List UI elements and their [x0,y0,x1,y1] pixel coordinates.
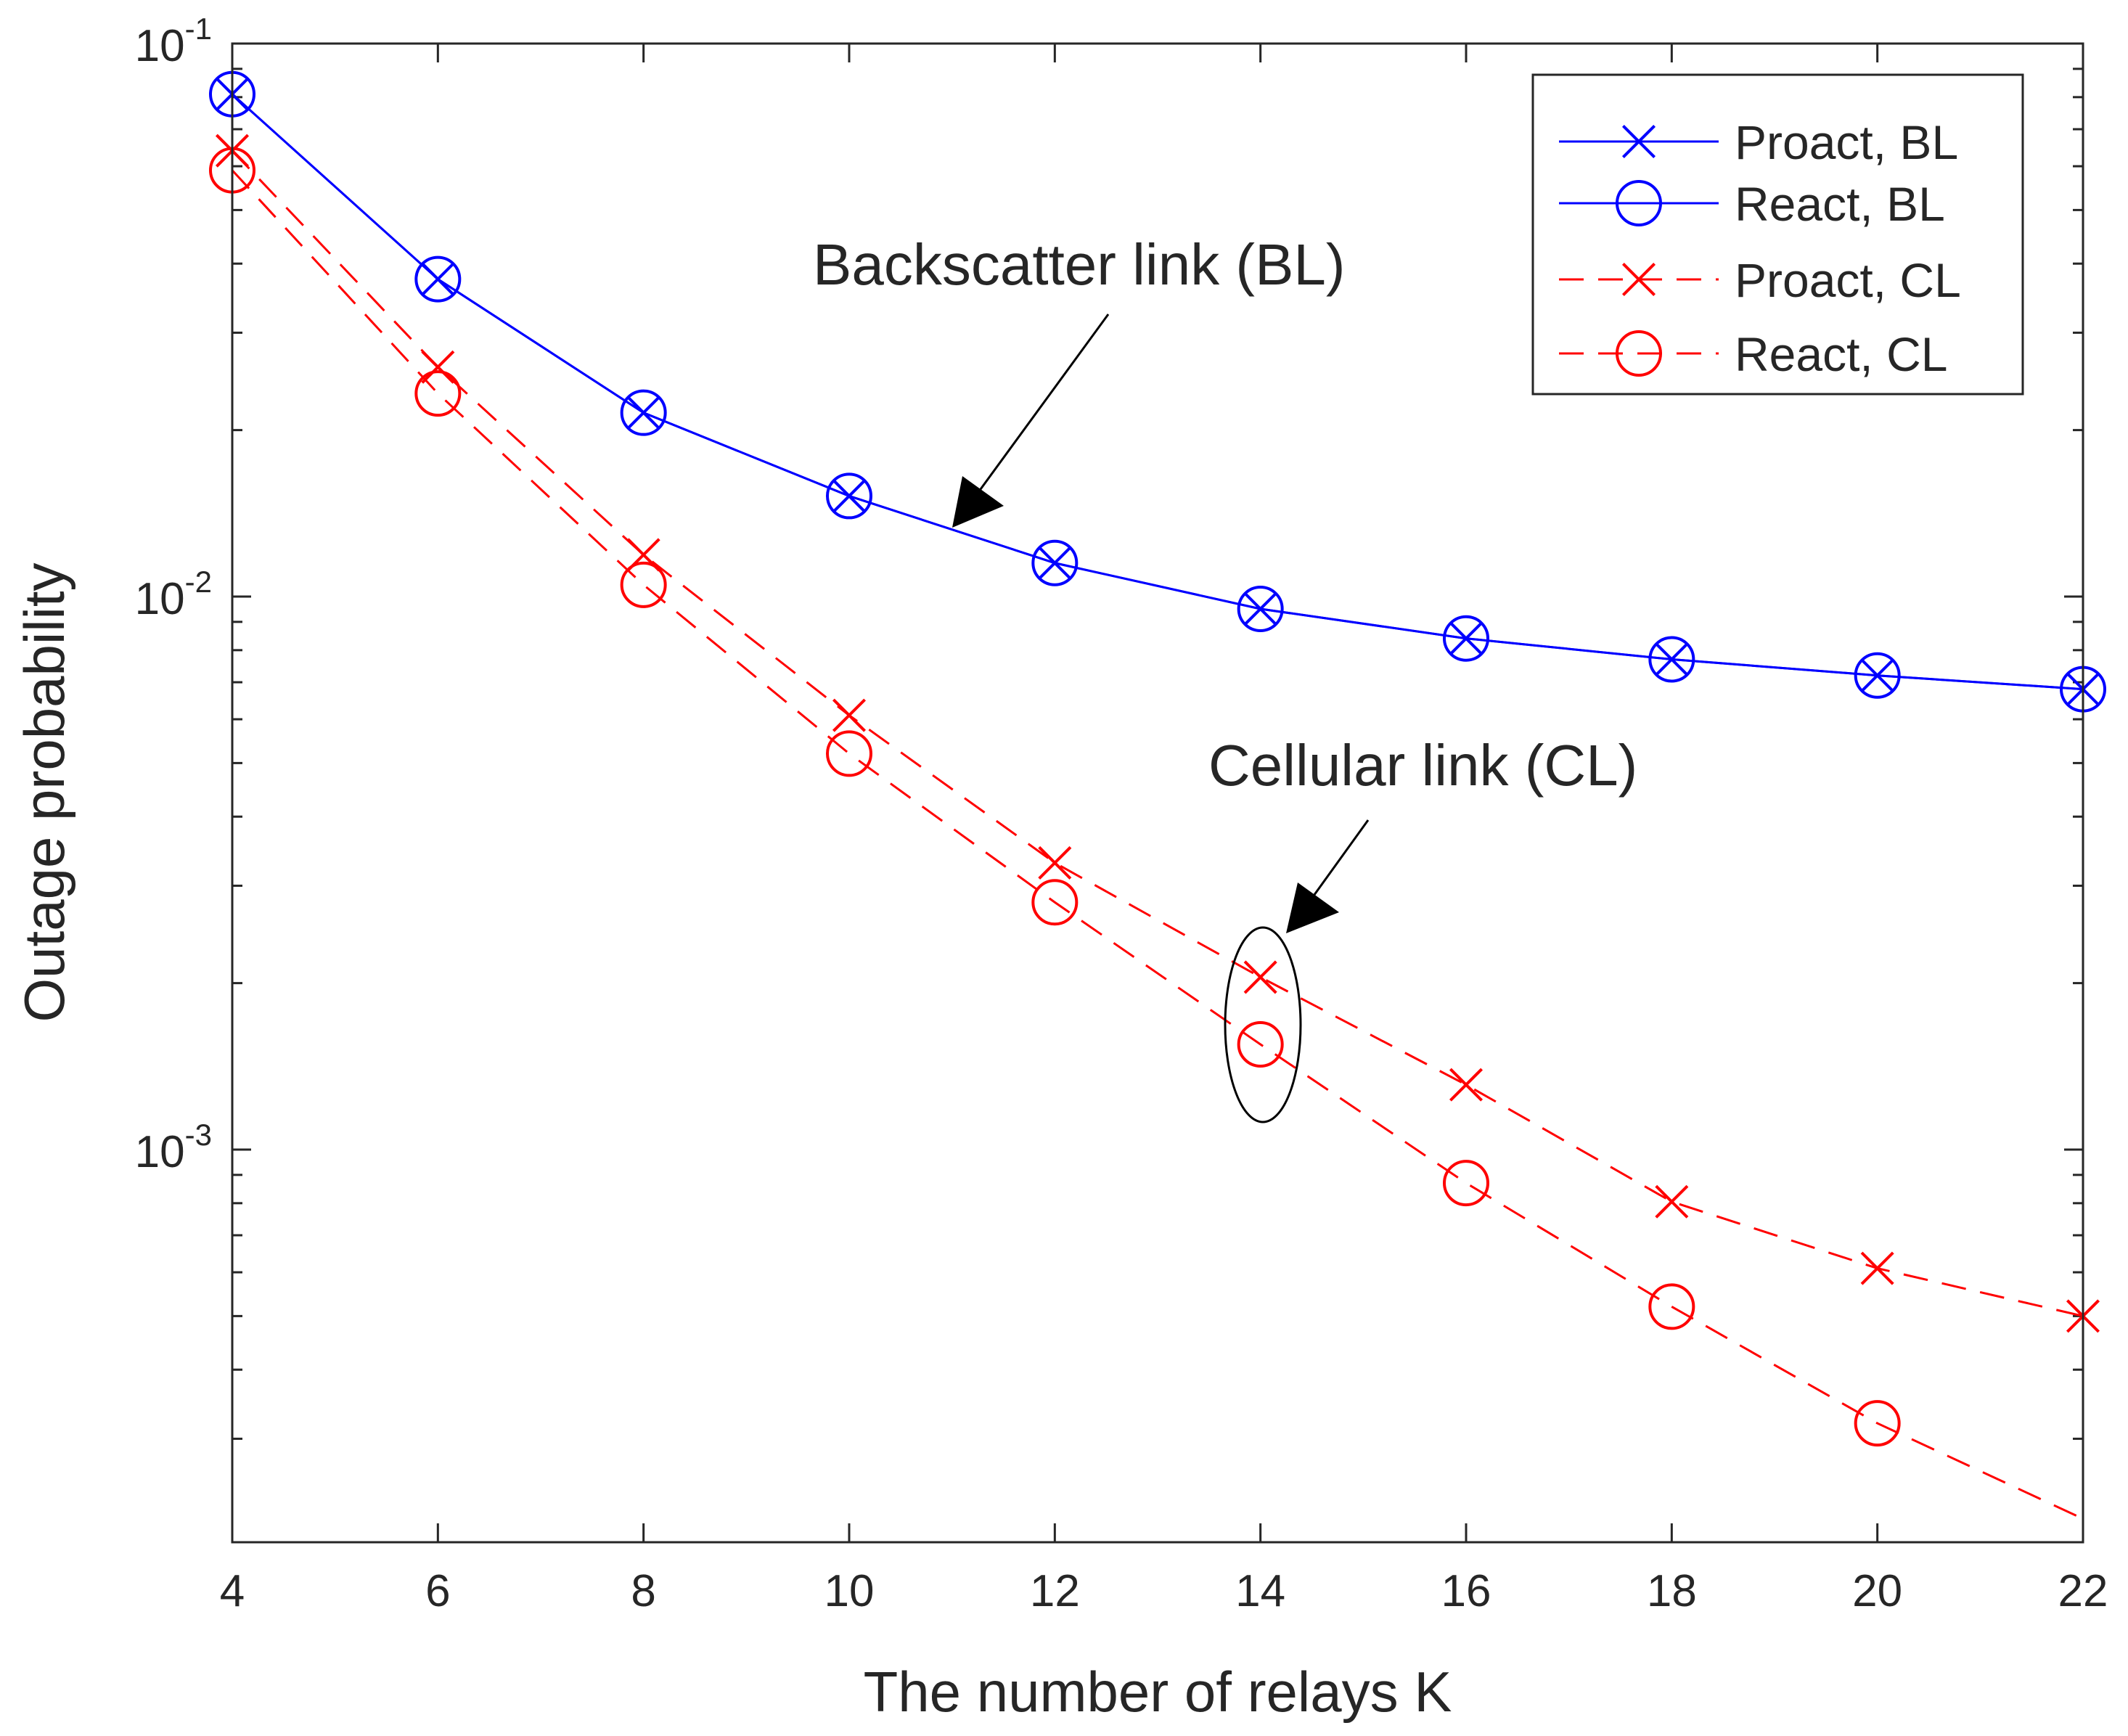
data-point [620,389,667,436]
data-point [1860,1251,1894,1285]
data-point [1854,652,1901,699]
y-tick-base: 10 [135,21,185,71]
series-proact-cl [215,134,2100,1333]
legend-entry: Proact, CL [1559,253,1961,307]
data-point [620,561,667,608]
x-tick-label: 6 [425,1566,450,1616]
plot-frame [231,42,2084,1544]
x-axis-title: The number of relays K [864,1660,1452,1724]
data-point [414,255,462,303]
data-point [1443,615,1489,662]
series-layer [209,70,2106,1520]
legend-marker [1621,262,1656,297]
x-tick-label: 8 [631,1566,655,1616]
y-tick-label: 10-2 [135,565,212,624]
data-point [1449,1068,1484,1102]
data-point [1038,846,1072,880]
data-point [414,370,462,417]
y-tick-label: 10-3 [135,1118,212,1177]
x-tick-label: 20 [1852,1566,1902,1616]
legend-box [1531,73,2024,396]
bl-arrow-head [952,476,1004,528]
legend-label: Proact, CL [1735,253,1961,307]
x-tick-label: 18 [1647,1566,1697,1616]
x-tick-label: 12 [1030,1566,1080,1616]
x-tick-label: 16 [1441,1566,1491,1616]
legend-entry: React, BL [1559,177,1945,231]
data-point [826,730,872,777]
data-point [832,698,867,732]
legend-marker [1616,330,1662,377]
x-tick-label: 10 [824,1566,875,1616]
data-point [421,350,455,384]
y-tick-exponent: -1 [185,12,212,46]
annotation-layer: Backscatter link (BL) Cellular link (CL) [813,232,1637,1123]
x-tick-labels: 4 6 8 10 12 14 16 18 20 22 [220,1566,2108,1616]
legend-entry: React, CL [1559,327,1947,381]
y-tick-base: 10 [135,1127,185,1177]
series-react-cl [209,147,2083,1520]
data-point [1243,960,1277,994]
cl-arrow-head [1286,883,1339,933]
data-point [1655,1184,1689,1219]
legend: Proact, BL React, BL Proact, CL React, CL [1531,73,2024,396]
y-tick-exponent: -2 [185,565,212,599]
y-tick-base: 10 [135,574,185,624]
cl-annotation: Cellular link (CL) [1208,733,1637,798]
legend-entry: Proact, BL [1559,115,1958,169]
x-tick-label: 22 [2058,1566,2108,1616]
y-tick-labels: 10-110-210-3 [135,12,212,1177]
data-point [1854,1400,1901,1447]
data-point [1237,1020,1284,1068]
data-point [1443,1160,1489,1207]
series-line [232,169,2083,1520]
data-point [826,472,872,520]
data-point [1031,879,1079,926]
data-point [1031,539,1079,586]
y-tick-exponent: -3 [185,1118,212,1152]
data-point [1648,1283,1695,1330]
data-point [1237,585,1284,632]
y-axis-title: Outage probability [12,562,76,1022]
y-tick-label: 10-1 [135,12,212,71]
data-point [1648,636,1695,683]
legend-label: React, BL [1735,177,1945,231]
legend-label: Proact, BL [1735,115,1958,169]
series-line [232,150,2083,1317]
series-line [232,93,2083,691]
x-tick-label: 4 [220,1566,245,1616]
cl-highlight-ellipse [1224,926,1302,1123]
legend-label: React, CL [1735,327,1947,381]
legend-marker [1621,124,1656,159]
bl-annotation: Backscatter link (BL) [813,232,1346,297]
x-tick-label: 14 [1235,1566,1285,1616]
bl-arrow-line [967,314,1110,506]
legend-marker [1616,180,1662,226]
